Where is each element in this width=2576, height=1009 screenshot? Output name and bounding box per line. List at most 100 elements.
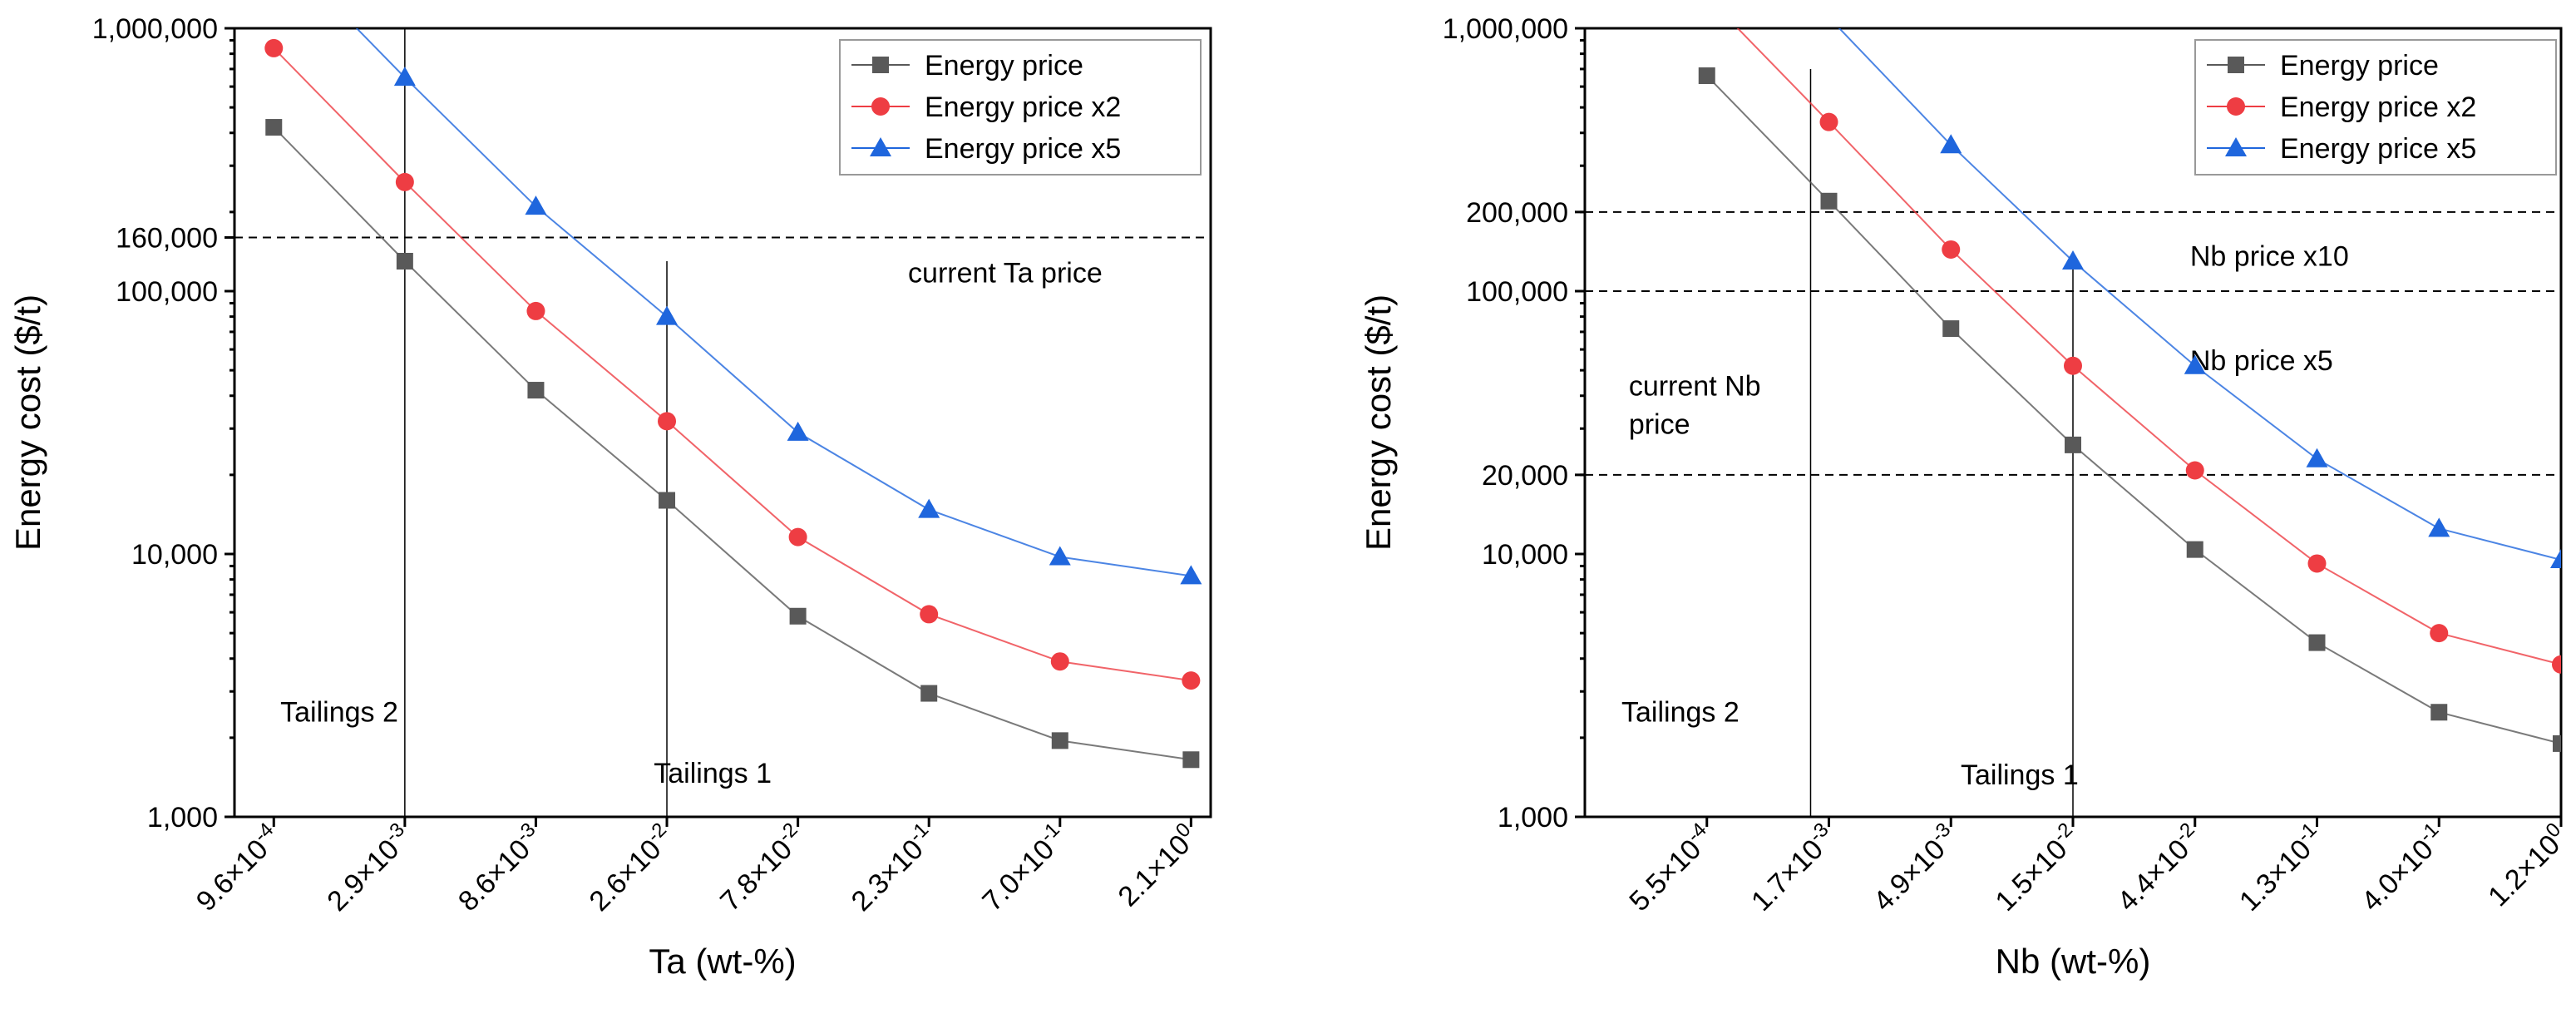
nb-x-axis-title: Nb (wt-%) (1996, 942, 2151, 981)
data-point (2064, 356, 2082, 375)
data-point (788, 527, 807, 547)
ta-y-axis-title: Energy cost ($/t) (8, 294, 47, 551)
x-tick-label: 1.2×100 (2480, 819, 2574, 913)
x-tick-label: 2.1×100 (1109, 819, 1204, 913)
x-tick-label: 2.3×10-1 (842, 819, 941, 917)
data-point (2428, 517, 2450, 537)
y-tick-label: 100,000 (1466, 276, 1568, 308)
tailings-label: Tailings 2 (280, 697, 398, 729)
nb-x-ticks: 5.5×10-41.7×10-34.9×10-31.5×10-24.4×10-2… (1621, 817, 2574, 917)
legend-label: Energy price x5 (925, 133, 1121, 165)
data-point (2184, 354, 2206, 374)
data-point (659, 492, 676, 509)
nb-reference-lines: Nb price x10 Nb price x5 current Nb price (1585, 210, 2561, 476)
data-point (1050, 652, 1069, 671)
y-tick-label: 1,000 (1498, 802, 1568, 833)
data-point (2550, 549, 2561, 569)
x-tick-label: 7.0×10-1 (974, 819, 1073, 917)
y-tick-label: 10,000 (1482, 539, 1568, 571)
x-tick-label: 4.9×10-3 (1865, 819, 1964, 917)
data-point (1819, 112, 1838, 131)
data-point (527, 382, 545, 399)
legend-marker (870, 137, 891, 156)
legend-label: Energy price x2 (925, 92, 1121, 123)
nb-tailings-lines: Tailings 2 Tailings 1 (1621, 68, 2079, 817)
legend-marker (871, 97, 890, 116)
tailings-label: Tailings 1 (1961, 759, 2079, 791)
data-point (2186, 541, 2203, 558)
y-tick-label: 160,000 (116, 222, 218, 254)
data-point (1049, 546, 1071, 566)
data-point (656, 305, 679, 325)
x-tick-label: 7.8×10-2 (712, 819, 811, 917)
data-point (1820, 192, 1838, 210)
ta-plot-frame (233, 27, 1212, 819)
x-tick-label: 8.6×10-3 (450, 819, 549, 917)
data-point (1942, 320, 1960, 338)
data-point (395, 172, 414, 191)
y-tick-label: 1,000 (147, 802, 218, 833)
data-point (2307, 554, 2327, 573)
legend-marker (872, 57, 889, 73)
nb-y-axis-title: Energy cost ($/t) (1359, 294, 1398, 551)
ta-x-axis-title: Ta (wt-%) (649, 942, 796, 981)
ta-reference-lines: current Ta price (234, 236, 1211, 289)
data-point (525, 195, 547, 215)
ta-y-ticks: 1,000 10,000 100,000 160,000 1,000,000 (92, 13, 234, 833)
x-tick-label: 2.6×10-2 (580, 819, 679, 917)
data-point (2552, 655, 2561, 674)
data-point (1942, 240, 1961, 259)
nb-legend: Energy price Energy price x2 Energy price … (2194, 39, 2557, 176)
series-line (355, 28, 1192, 577)
ta-x-ticks: 9.6×10-42.9×10-38.6×10-32.6×10-27.8×10-2… (190, 817, 1204, 917)
data-point (1182, 751, 1200, 769)
data-point (526, 301, 545, 320)
legend-marker (2227, 97, 2245, 116)
data-point (2308, 634, 2326, 651)
x-tick-label: 4.0×10-1 (2353, 819, 2452, 917)
data-point (789, 607, 807, 625)
series-line (273, 47, 1192, 682)
nb-series-group (1698, 28, 2561, 752)
x-tick-label: 1.7×10-3 (1743, 819, 1842, 917)
x-tick-label: 2.9×10-3 (318, 819, 417, 917)
data-point (2185, 461, 2204, 480)
legend-label: Energy price x2 (2280, 92, 2476, 123)
y-tick-label: 100,000 (116, 276, 218, 308)
data-point (264, 38, 284, 57)
data-point (265, 119, 283, 136)
data-point (787, 421, 809, 441)
x-tick-label: 1.5×10-2 (1986, 819, 2085, 917)
series-line (1838, 28, 2561, 561)
data-point (1698, 67, 1715, 85)
y-tick-label: 1,000,000 (92, 13, 218, 45)
legend-marker (2228, 57, 2244, 73)
tailings-label: Tailings 2 (1621, 697, 1740, 729)
price-reference-label: current Nb price (1629, 371, 1761, 441)
ta-legend: Energy price Energy price x2 Energy price … (839, 39, 1202, 176)
x-tick-label: 5.5×10-4 (1621, 819, 1720, 917)
x-tick-label: 1.3×10-1 (2231, 819, 2330, 917)
legend-label: Energy price (2280, 50, 2439, 82)
data-point (658, 412, 677, 431)
price-reference-label: Nb price x5 (2190, 345, 2333, 377)
data-point (2306, 448, 2328, 467)
data-point (918, 498, 940, 518)
data-point (920, 685, 938, 702)
data-point (2062, 250, 2084, 270)
price-reference-label: Nb price x10 (2190, 240, 2349, 272)
legend-label: Energy price x5 (2280, 133, 2476, 165)
data-point (1180, 565, 1202, 585)
data-point (1051, 732, 1068, 749)
data-point (2065, 436, 2081, 453)
series-line (1736, 28, 2561, 665)
ta-series-group (264, 28, 1202, 769)
data-point (2430, 704, 2448, 721)
y-tick-label: 10,000 (131, 539, 218, 571)
data-point (2553, 734, 2561, 752)
tailings-label: Tailings 1 (654, 758, 772, 789)
y-tick-label: 20,000 (1482, 460, 1568, 492)
ta-tailings-lines: Tailings 2 Tailings 1 (280, 28, 772, 817)
